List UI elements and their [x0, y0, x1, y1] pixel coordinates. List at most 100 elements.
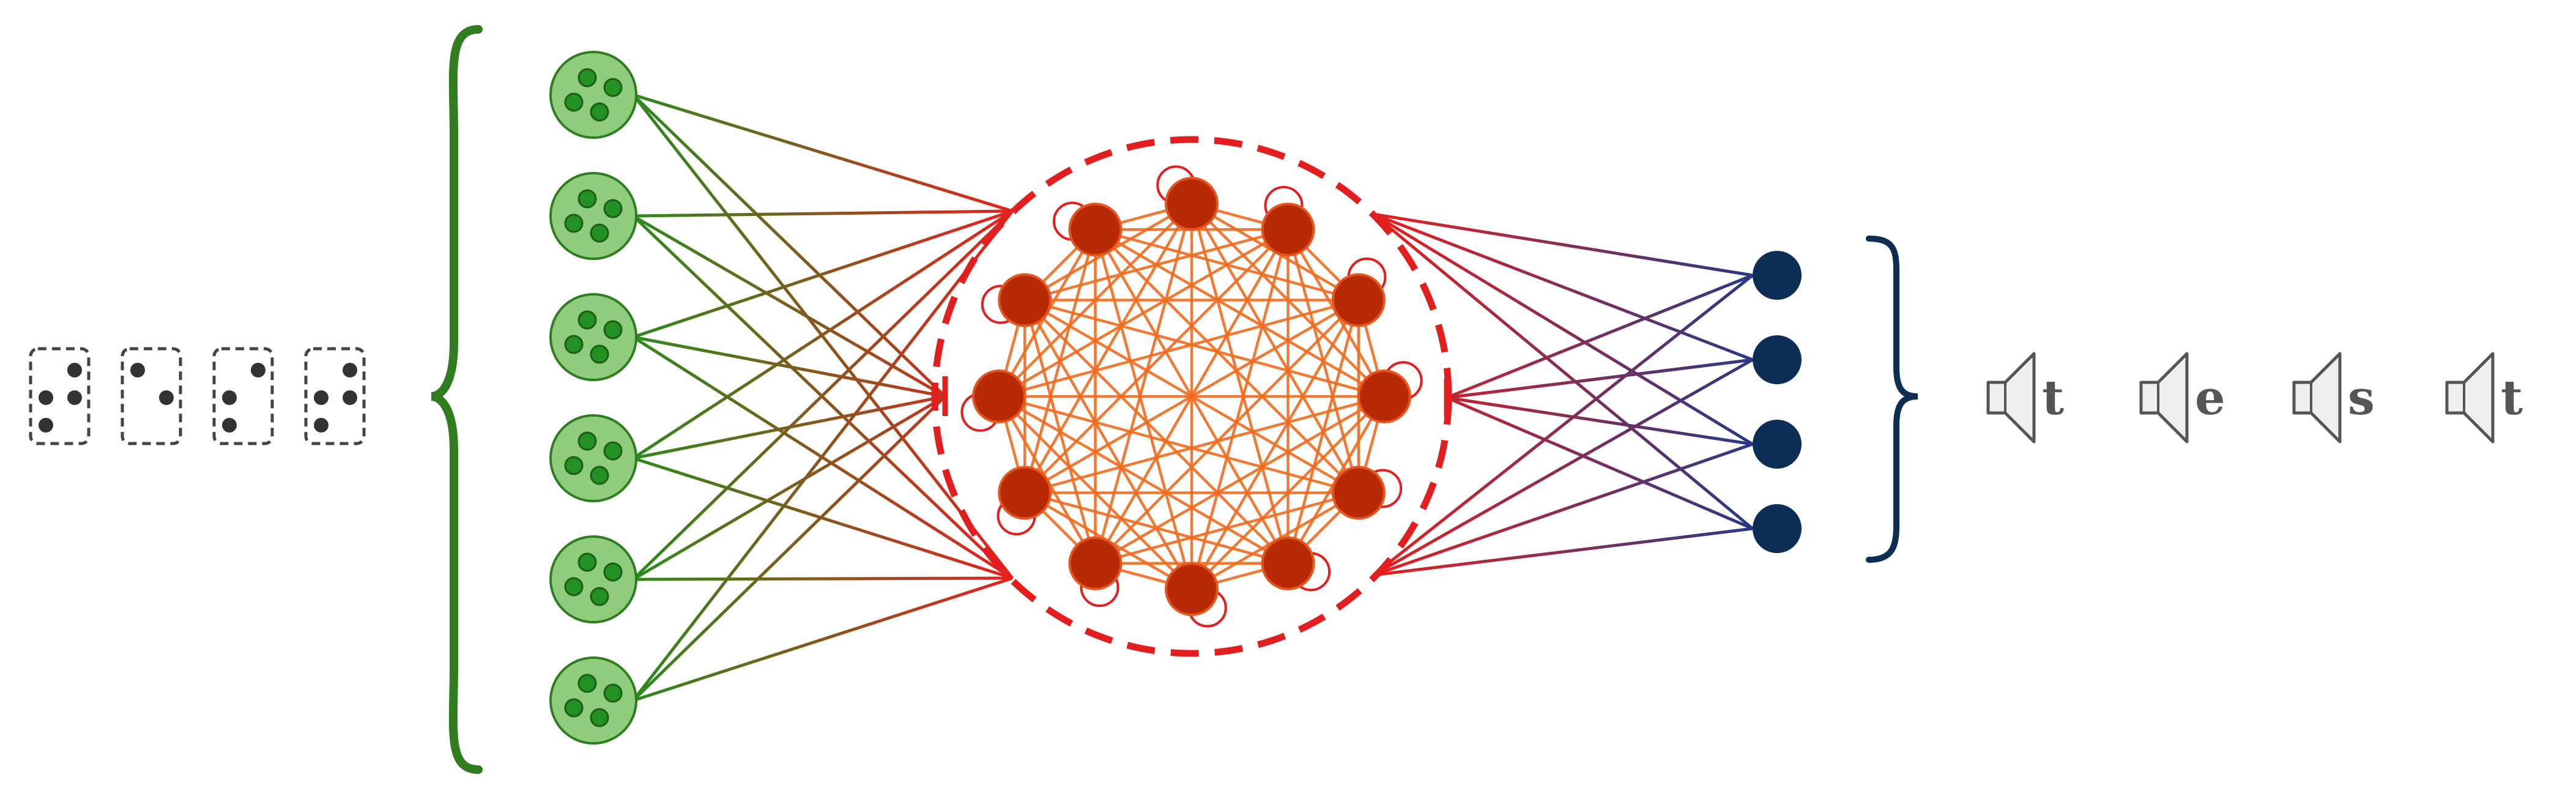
- speech-letter: s: [2348, 370, 2375, 426]
- output-edge: [1373, 212, 1753, 362]
- reservoir-edge: [1024, 395, 1385, 494]
- reservoir-edge: [1024, 299, 1385, 398]
- input-edge: [632, 395, 946, 702]
- input-neuron-dot: [603, 441, 623, 461]
- input-edge: [632, 210, 1014, 581]
- input-neuron-dot: [577, 674, 597, 693]
- input-neuron-dot: [564, 92, 584, 112]
- reservoir-edge: [1094, 228, 1359, 302]
- braille-cell-frame: [212, 347, 274, 445]
- speech-item: s: [2292, 352, 2375, 444]
- input-neuron-dot: [564, 456, 584, 475]
- braille-cell-frame: [304, 347, 366, 445]
- input-neuron: [549, 535, 637, 623]
- input-edge: [632, 214, 946, 398]
- output-edge: [1372, 212, 1754, 446]
- output-neurons: [1753, 251, 1802, 553]
- output-edge: [1446, 273, 1753, 400]
- reservoir-neuron: [1068, 536, 1123, 590]
- braille-dot: [130, 363, 145, 377]
- input-neuron-dot: [590, 466, 609, 485]
- output-brace: [1866, 236, 1918, 563]
- braille-dot: [222, 418, 237, 433]
- braille-dot: [251, 363, 265, 377]
- reservoir-edge: [998, 299, 1359, 398]
- reservoir-edge: [1094, 203, 1193, 564]
- input-to-reservoir-connections: [632, 93, 1014, 702]
- input-edge: [633, 93, 1013, 213]
- speech-letter: t: [2501, 370, 2523, 426]
- input-edge: [633, 209, 1013, 218]
- reservoir-neuron: [998, 466, 1052, 520]
- input-brace: [431, 25, 483, 774]
- reservoir-neuron: [998, 273, 1052, 327]
- braille-input-group: [29, 347, 366, 445]
- input-neuron: [549, 414, 637, 502]
- braille-cell: [121, 347, 182, 445]
- input-neuron: [549, 293, 637, 381]
- input-neuron-dot: [590, 223, 609, 243]
- reservoir-edge: [1023, 299, 1097, 564]
- input-edge: [632, 210, 1014, 702]
- input-neuron-dot: [564, 335, 584, 354]
- input-edge: [633, 209, 1013, 339]
- braille-dot: [343, 390, 357, 405]
- reservoir-neuron: [1165, 562, 1219, 616]
- reservoir-neuron: [1068, 203, 1123, 257]
- speech-item: t: [1986, 352, 2064, 444]
- input-neuron-dot: [577, 68, 597, 87]
- input-neurons: [549, 51, 637, 745]
- reservoir-neuron: [1357, 370, 1411, 423]
- reservoir-edge: [1094, 229, 1290, 564]
- braille-dot: [67, 390, 82, 405]
- output-edge: [1373, 212, 1753, 277]
- input-neuron-dot: [564, 698, 584, 718]
- output-neuron: [1753, 251, 1802, 300]
- braille-cell-frame: [29, 347, 91, 445]
- braille-dot: [67, 363, 82, 377]
- braille-cell: [304, 347, 366, 445]
- speech-letter: e: [2195, 370, 2225, 426]
- input-neuron-dot: [590, 344, 609, 364]
- output-edge: [1372, 213, 1754, 530]
- braille-dot: [39, 390, 53, 405]
- braille-cell-frame: [121, 347, 182, 445]
- input-edge: [633, 576, 1013, 702]
- input-neuron-dot: [577, 552, 597, 572]
- reservoir-edge: [1023, 299, 1193, 590]
- output-edge: [1446, 358, 1753, 400]
- input-neuron: [549, 51, 637, 139]
- input-edge: [632, 395, 946, 581]
- braille-dot: [314, 390, 328, 405]
- reservoir-boundary: [931, 136, 1452, 657]
- reservoir-internal-connections: [997, 202, 1386, 591]
- input-neuron-dot: [590, 102, 609, 122]
- speaker-icon: [2139, 352, 2189, 444]
- output-neuron: [1753, 420, 1802, 469]
- output-edge: [1446, 396, 1753, 446]
- input-neuron-dot: [590, 587, 609, 606]
- output-edge: [1372, 274, 1754, 576]
- input-edge: [633, 335, 946, 398]
- output-neuron: [1753, 335, 1802, 384]
- input-neuron-dot: [590, 708, 609, 727]
- speaker-icon: [1986, 352, 2036, 444]
- input-neuron-dot: [577, 431, 597, 451]
- reservoir-edge: [1190, 229, 1290, 590]
- input-edge: [633, 456, 1013, 580]
- input-edge: [632, 94, 946, 398]
- output-edge: [1373, 527, 1753, 577]
- reservoir-neuron: [1331, 273, 1386, 327]
- input-edge: [633, 576, 1013, 581]
- input-neuron-dot: [564, 577, 584, 596]
- input-neuron-dot: [577, 189, 597, 209]
- output-edge: [1373, 442, 1753, 577]
- reservoir-to-output-connections: [1372, 212, 1754, 577]
- reservoir-edge: [1023, 229, 1097, 494]
- output-edge: [1446, 396, 1753, 530]
- reservoir-neuron: [1331, 466, 1386, 520]
- reservoir-edge: [1094, 299, 1360, 565]
- input-neuron-dot: [603, 320, 623, 340]
